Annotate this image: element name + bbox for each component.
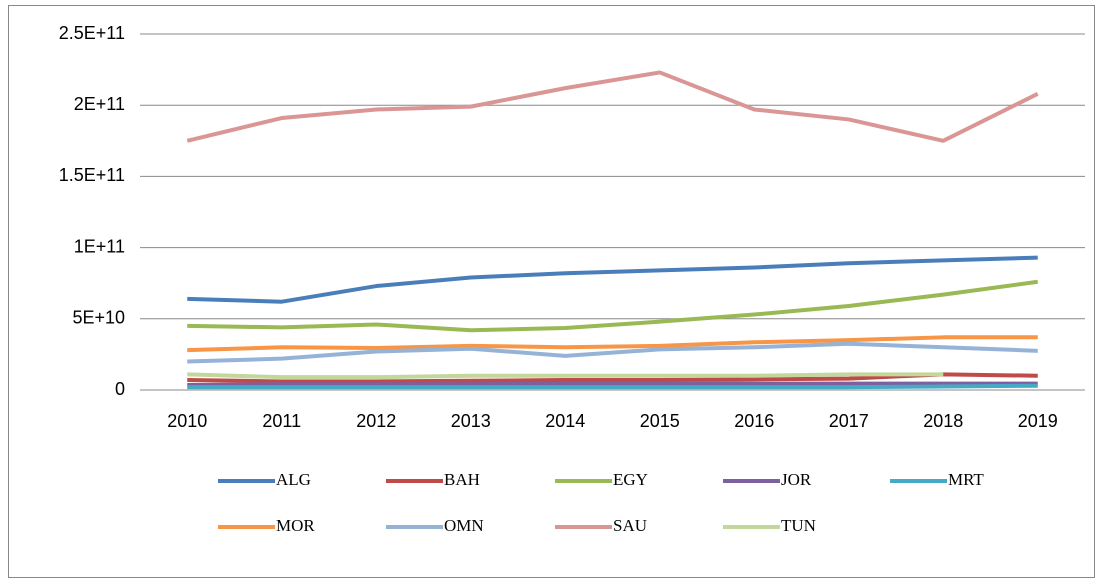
legend-label: MRT <box>948 470 984 489</box>
legend-label: MOR <box>276 516 315 535</box>
legend-label: EGY <box>613 470 648 489</box>
x-tick-label: 2019 <box>1018 411 1058 431</box>
x-tick-label: 2016 <box>734 411 774 431</box>
x-tick-label: 2015 <box>640 411 680 431</box>
y-tick-label: 1E+11 <box>74 236 125 256</box>
x-tick-label: 2013 <box>451 411 491 431</box>
series-line <box>187 372 1038 384</box>
x-tick-label: 2010 <box>167 411 207 431</box>
series-line <box>187 335 1038 353</box>
legend-label: SAU <box>613 516 647 535</box>
legend-label: TUN <box>781 516 816 535</box>
x-tick-label: 2011 <box>262 411 301 431</box>
series-line <box>187 255 1038 304</box>
x-tick-label: 2012 <box>356 411 396 431</box>
x-tick-label: 2018 <box>923 411 963 431</box>
series-line <box>187 383 1038 390</box>
legend-label: OMN <box>444 516 484 535</box>
series-line <box>186 70 1039 143</box>
x-tick-label: 2017 <box>829 411 869 431</box>
legend-label: BAH <box>444 470 480 489</box>
series-line <box>187 279 1039 333</box>
x-tick-label: 2014 <box>545 411 585 431</box>
legend-label: ALG <box>276 470 311 489</box>
y-tick-label: 2E+11 <box>74 94 125 114</box>
series-line <box>187 341 1038 364</box>
y-tick-label: 0 <box>115 379 125 399</box>
series-line <box>187 372 944 380</box>
legend-label: JOR <box>781 470 812 489</box>
y-tick-label: 1.5E+11 <box>59 165 125 185</box>
y-tick-label: 2.5E+11 <box>59 23 125 43</box>
series-line <box>187 381 1038 388</box>
y-tick-label: 5E+10 <box>72 308 125 328</box>
